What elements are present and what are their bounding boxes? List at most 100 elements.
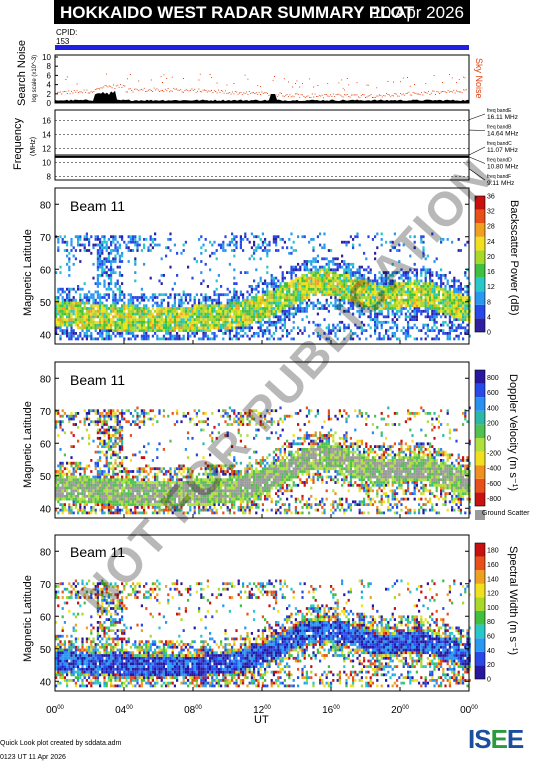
x-tick-label: 0000 — [46, 705, 64, 716]
freq-ytick: 16 — [42, 117, 51, 126]
colorbar-frame — [474, 195, 486, 333]
noise-panel-frame — [54, 54, 470, 104]
noise-ylabel-small: log scale (x10^-3) — [32, 54, 38, 102]
sky-noise-legend: Sky Noise — [474, 58, 484, 99]
x-axis-label: UT — [254, 714, 269, 726]
freq-band-value: 16.11 MHz — [487, 114, 518, 121]
freq-ytick: 14 — [42, 131, 51, 140]
colorbar-tick: 28 — [487, 224, 495, 231]
colorbar-swatch — [475, 597, 485, 611]
title-bar: HOKKAIDO WEST RADAR SUMMARY PLOT 10 Apr … — [54, 0, 470, 24]
freq-band-leader — [468, 113, 486, 121]
colorbar-tick: 32 — [487, 209, 495, 216]
width-colorbar-label: Spectral Width (m s⁻¹) — [507, 546, 519, 656]
colorbar-tick: 20 — [487, 662, 495, 669]
ground-scatter-swatch — [475, 510, 485, 520]
freq-band-leader — [468, 168, 486, 181]
beam-label-power: Beam 11 — [70, 198, 125, 214]
colorbar-swatch — [475, 465, 485, 479]
freq-band-name: freq bandD — [487, 158, 512, 164]
colorbar-tick: 180 — [487, 548, 499, 555]
x-tick-label: 0800 — [184, 705, 202, 716]
plot-title: HOKKAIDO WEST RADAR SUMMARY PLOT — [60, 3, 415, 22]
colorbar-tick: 0 — [487, 436, 491, 443]
power-ylabel: Magnetic Latitude — [22, 229, 34, 316]
colorbar-swatch — [475, 383, 485, 398]
colorbar-swatch — [475, 651, 485, 666]
colorbar-tick: 400 — [487, 405, 499, 412]
beam-label-width: Beam 11 — [70, 544, 125, 560]
freq-band-leader — [468, 146, 486, 156]
noise-ytick: 6 — [47, 71, 52, 80]
colorbar-swatch — [475, 196, 485, 210]
colorbar-swatch — [475, 665, 485, 679]
heatmap-width — [55, 535, 471, 691]
freq-band-name: freq bandC — [487, 141, 512, 147]
heatmap-power — [55, 188, 471, 344]
beam-label-velocity: Beam 11 — [70, 372, 125, 388]
colorbar-tick: -200 — [487, 451, 501, 458]
freq-ytick: 12 — [42, 145, 51, 154]
colorbar-tick: 80 — [487, 619, 495, 626]
colorbar-tick: 24 — [487, 239, 495, 246]
colorbar-swatch — [475, 223, 485, 237]
colorbar-swatch — [475, 291, 485, 305]
colorbar-frame — [474, 369, 486, 507]
colorbar-swatch — [475, 611, 485, 625]
power-colorbar-label: Backscatter Power (dB) — [508, 200, 520, 316]
lat-ytick: 40 — [40, 504, 52, 515]
lat-ytick: 40 — [40, 330, 52, 341]
colorbar-swatch — [475, 424, 485, 438]
freq-band-name: freq bandB — [487, 125, 512, 131]
colorbar-tick: 600 — [487, 390, 499, 397]
noise-ytick: 10 — [42, 53, 51, 62]
colorbar-tick: 8 — [487, 299, 491, 306]
colorbar-tick: 60 — [487, 634, 495, 641]
colorbar-tick: 120 — [487, 591, 499, 598]
plot-date: 10 Apr 2026 — [372, 3, 464, 22]
colorbar-swatch — [475, 492, 485, 506]
freq-band-leader — [468, 156, 486, 164]
lat-ytick: 70 — [40, 233, 52, 244]
ground-scatter-label: Ground Scatter — [482, 510, 530, 517]
colorbar-tick: 140 — [487, 576, 499, 583]
colorbar-tick: 100 — [487, 605, 499, 612]
colorbar-swatch — [475, 638, 485, 652]
lat-ytick: 60 — [40, 439, 52, 450]
freq-band-name: freq bandF — [487, 174, 511, 180]
noise-ytick: 4 — [47, 81, 52, 90]
colorbar-frame — [474, 542, 486, 680]
heatmap-velocity — [55, 362, 471, 518]
freq-ytick: 8 — [47, 173, 52, 182]
colorbar-swatch — [475, 410, 485, 425]
footer-timestamp: 0123 UT 11 Apr 2026 — [0, 754, 66, 761]
colorbar-swatch — [475, 583, 485, 598]
x-tick-label: 2000 — [391, 705, 409, 716]
colorbar-swatch — [475, 209, 485, 224]
x-tick-label: 0000 — [460, 705, 478, 716]
freq-band-value: 9.11 MHz — [487, 180, 514, 187]
noise-ytick: 2 — [47, 90, 52, 99]
lat-ytick: 60 — [40, 265, 52, 276]
velocity-colorbar-label: Doppler Velocity (m s⁻¹) — [507, 374, 519, 492]
colorbar-tick: -400 — [487, 466, 501, 473]
colorbar-tick: 20 — [487, 254, 495, 261]
velocity-ylabel: Magnetic Latitude — [22, 401, 34, 488]
lat-ytick: 70 — [40, 580, 52, 591]
colorbar-tick: 12 — [487, 284, 495, 291]
freq-band-value: 10.80 MHz — [487, 164, 518, 171]
freq-band-name: freq bandE — [487, 108, 512, 114]
colorbar-tick: -600 — [487, 481, 501, 488]
colorbar-swatch — [475, 277, 485, 292]
colorbar-tick: 0 — [487, 677, 491, 684]
colorbar-tick: 16 — [487, 269, 495, 276]
x-tick-label: 1600 — [322, 705, 340, 716]
isee-logo: ISEE — [468, 724, 524, 754]
colorbar-swatch — [475, 236, 485, 251]
colorbar-swatch — [475, 451, 485, 466]
colorbar-tick: 200 — [487, 420, 499, 427]
colorbar-swatch — [475, 264, 485, 278]
colorbar-tick: 36 — [487, 194, 495, 201]
lat-ytick: 50 — [40, 472, 52, 483]
